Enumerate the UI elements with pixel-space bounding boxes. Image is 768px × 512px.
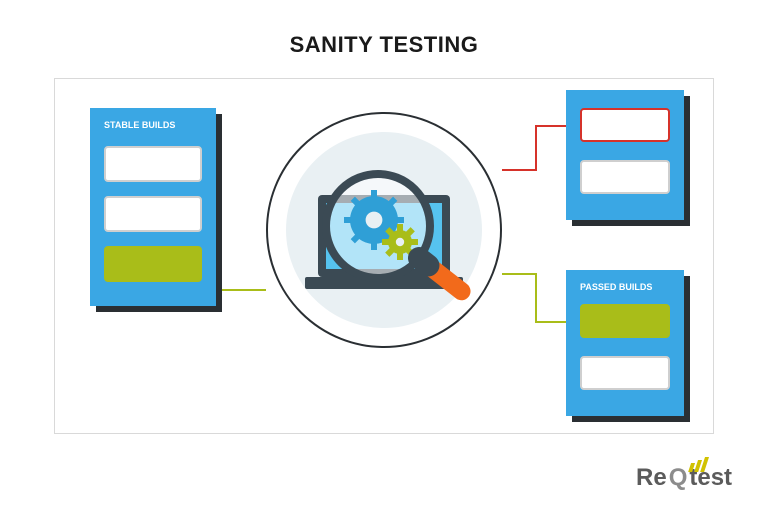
passed-slot [580, 304, 670, 338]
stable-slot [104, 246, 202, 282]
stable-slot [104, 146, 202, 182]
center-illustration [266, 112, 502, 348]
stable-builds-label: STABLE BUILDS [104, 120, 175, 130]
top_right-slot [580, 108, 670, 142]
passed-slot [580, 356, 670, 390]
passed-builds-panel: PASSED BUILDS [566, 270, 684, 416]
stable-slot [104, 196, 202, 232]
top-right-panel [566, 90, 684, 220]
logo-mark-icon [688, 454, 714, 474]
passed-builds-label: PASSED BUILDS [580, 282, 652, 292]
stable-builds-panel: STABLE BUILDS [90, 108, 216, 306]
top_right-slot [580, 160, 670, 194]
logo-text-q: Q [669, 464, 688, 492]
reqtest-logo: ReQtest [636, 464, 732, 492]
diagram-canvas: SANITY TESTING STABLE BUILDS PASSED BUIL… [0, 0, 768, 512]
logo-text-re: Re [636, 464, 667, 492]
